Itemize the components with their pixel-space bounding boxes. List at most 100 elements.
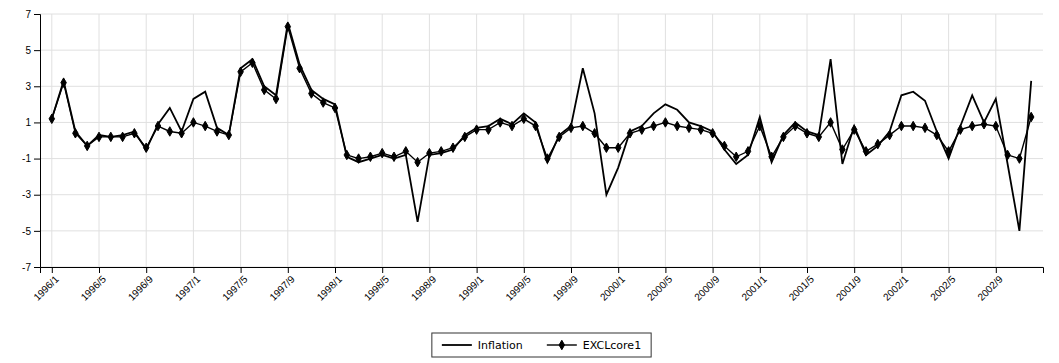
x-tick-label: 1997/5: [220, 273, 250, 303]
point: [981, 119, 986, 128]
grid-line: [193, 14, 194, 267]
x-tick-label: 1999/9: [551, 273, 581, 303]
y-tick-mark: [34, 267, 40, 268]
point: [545, 154, 550, 163]
grid: [40, 14, 1043, 267]
x-tick-mark: [618, 267, 619, 273]
y-tick-mark: [34, 159, 40, 160]
x-tick-mark: [288, 267, 289, 273]
x-tick-label: 1996/5: [79, 273, 109, 303]
grid-line: [759, 14, 760, 267]
point: [722, 141, 727, 150]
point: [250, 58, 255, 67]
x-tick: 1997/9: [267, 267, 297, 303]
grid-line: [476, 14, 477, 267]
grid-line: [712, 14, 713, 267]
legend-label: EXCLcore1: [583, 339, 641, 352]
x-tick-mark: [854, 267, 855, 273]
point: [438, 147, 443, 156]
marks: [49, 22, 1034, 231]
x-tick: 1999/5: [503, 267, 533, 303]
y-tick: -5: [22, 226, 40, 237]
point: [651, 121, 656, 130]
y-tick-label: -5: [22, 226, 31, 237]
x-tick-label: 1996/1: [31, 273, 61, 303]
point: [969, 121, 974, 130]
point: [49, 114, 54, 123]
point: [922, 123, 927, 132]
x-tick-mark: [807, 267, 808, 273]
point: [261, 85, 266, 94]
x-tick-mark: [52, 267, 53, 273]
y-tick-mark: [34, 14, 40, 15]
point: [84, 141, 89, 150]
point: [533, 121, 538, 130]
x-tick: 1999/1: [456, 267, 486, 303]
y-tick: -7: [22, 262, 40, 273]
point: [368, 152, 373, 161]
point: [344, 150, 349, 159]
x-tick-label: 2000/9: [692, 273, 722, 303]
point: [686, 123, 691, 132]
x-tick: 1999/9: [551, 267, 581, 303]
grid-line: [995, 14, 996, 267]
point: [320, 98, 325, 107]
x-tick-mark: [571, 267, 572, 273]
point: [403, 147, 408, 156]
plot-area: 1996/1 1996/5 1996/9 1997/1 1997/5 1997/9 1998…: [22, 9, 1043, 303]
x-tick-mark: [99, 267, 100, 273]
x-tick-label: 2002/9: [975, 273, 1005, 303]
x-tick-label: 1996/9: [126, 273, 156, 303]
grid-line: [40, 194, 1043, 195]
point: [1005, 150, 1010, 159]
grid-line: [382, 14, 383, 267]
point: [804, 129, 809, 138]
x-tick-mark: [429, 267, 430, 273]
x-tick-mark: [901, 267, 902, 273]
x-tick-mark: [335, 267, 336, 273]
x-tick-label: 2002/5: [928, 273, 958, 303]
point: [1028, 112, 1033, 121]
grid-line: [40, 86, 1043, 87]
x-tick: 2000/1: [598, 267, 628, 303]
x-axis-line: [41, 268, 1044, 274]
point: [580, 121, 585, 130]
point: [415, 157, 420, 166]
point: [840, 145, 845, 154]
point: [674, 121, 679, 130]
point: [474, 125, 479, 134]
x-tick: 2001/1: [739, 267, 769, 303]
point: [710, 129, 715, 138]
x-tick: 2002/1: [881, 267, 911, 303]
x-tick-mark: [146, 267, 147, 273]
grid-line: [948, 14, 949, 267]
y-tick-label: -1: [22, 153, 31, 164]
y-tick-mark: [34, 86, 40, 87]
x-tick: 2002/9: [975, 267, 1005, 303]
y-tick-label: 1: [25, 117, 31, 128]
grid-line: [665, 14, 666, 267]
x-tick-label: 2001/9: [834, 273, 864, 303]
y-axis: -7-5-3-11357: [22, 9, 40, 273]
y-tick: 3: [25, 81, 40, 92]
y-tick: -3: [22, 189, 40, 200]
y-tick-label: -3: [22, 189, 31, 200]
point: [167, 127, 172, 136]
grid-line: [335, 14, 336, 267]
series-line: [52, 23, 1031, 231]
point: [379, 148, 384, 157]
point: [757, 121, 762, 130]
point: [733, 152, 738, 161]
point: [273, 94, 278, 103]
grid-line: [40, 158, 1043, 159]
series-line: [52, 27, 1031, 163]
point: [238, 67, 243, 76]
grid-line: [240, 14, 241, 267]
x-tick-label: 1997/9: [267, 273, 297, 303]
x-tick-label: 2002/1: [881, 273, 911, 303]
x-tick: 1998/5: [362, 267, 392, 303]
x-tick-label: 1997/1: [173, 273, 203, 303]
point: [179, 129, 184, 138]
series: [49, 22, 1034, 167]
point: [698, 125, 703, 134]
